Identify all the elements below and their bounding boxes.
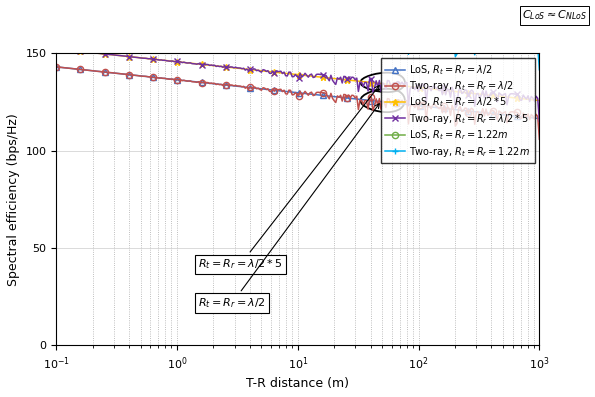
LoS, $R_t=R_r=\lambda/2*5$ <box>536 98 543 103</box>
Two-ray, $R_t=R_r=\lambda/2$ <box>339 99 346 104</box>
Two-ray, $R_t=R_r=\lambda/2*5$ <box>460 90 467 95</box>
LoS, $R_t=R_r=\lambda/2$ <box>460 108 467 113</box>
LoS, $R_t=R_r=1.22m$ <box>339 25 346 30</box>
Two-ray, $R_t=R_r=\lambda/2$ <box>54 65 61 69</box>
LoS, $R_t=R_r=\lambda/2$ <box>490 112 497 116</box>
Two-ray, $R_t=R_r=1.22m$ <box>340 23 347 27</box>
Line: Two-ray, $R_t=R_r=\lambda/2$: Two-ray, $R_t=R_r=\lambda/2$ <box>53 64 543 143</box>
LoS, $R_t=R_r=\lambda/2$ <box>54 65 61 69</box>
LoS, $R_t=R_r=1.22m$ <box>460 39 467 43</box>
Line: LoS, $R_t=R_r=\lambda/2$: LoS, $R_t=R_r=\lambda/2$ <box>53 64 543 122</box>
X-axis label: T-R distance (m): T-R distance (m) <box>246 377 349 390</box>
LoS, $R_t=R_r=\lambda/2$ <box>348 96 355 101</box>
LoS, $R_t=R_r=\lambda/2*5$ <box>348 78 355 83</box>
LoS, $R_t=R_r=\lambda/2*5$ <box>54 46 61 51</box>
Two-ray, $R_t=R_r=\lambda/2$ <box>340 92 347 97</box>
Two-ray, $R_t=R_r=\lambda/2*5$ <box>52 46 60 51</box>
Two-ray, $R_t=R_r=\lambda/2$ <box>348 93 355 98</box>
LoS, $R_t=R_r=\lambda/2$ <box>340 95 347 100</box>
Two-ray, $R_t=R_r=1.22m$ <box>490 39 497 44</box>
Two-ray, $R_t=R_r=1.22m$ <box>460 39 467 44</box>
LoS, $R_t=R_r=\lambda/2*5$ <box>460 90 467 95</box>
LoS, $R_t=R_r=\lambda/2$ <box>339 95 346 100</box>
Two-ray, $R_t=R_r=\lambda/2*5$ <box>490 91 497 96</box>
Two-ray, $R_t=R_r=1.22m$ <box>536 67 543 72</box>
LoS, $R_t=R_r=1.22m$ <box>340 26 347 31</box>
Two-ray, $R_t=R_r=\lambda/2*5$ <box>339 81 346 85</box>
Two-ray, $R_t=R_r=\lambda/2$ <box>490 109 497 114</box>
Two-ray, $R_t=R_r=\lambda/2*5$ <box>536 119 543 123</box>
Line: Two-ray, $R_t=R_r=1.22m$: Two-ray, $R_t=R_r=1.22m$ <box>53 0 543 73</box>
LoS, $R_t=R_r=\lambda/2*5$ <box>340 77 347 82</box>
Two-ray, $R_t=R_r=\lambda/2$ <box>460 108 467 113</box>
Text: $R_t = R_r = \lambda/2$: $R_t = R_r = \lambda/2$ <box>198 104 379 310</box>
Two-ray, $R_t=R_r=1.22m$ <box>339 29 346 34</box>
Text: $C_{LoS} \approx C_{NLoS}$: $C_{LoS} \approx C_{NLoS}$ <box>522 9 587 22</box>
LoS, $R_t=R_r=\lambda/2*5$ <box>490 93 497 98</box>
Two-ray, $R_t=R_r=1.22m$ <box>348 23 355 28</box>
LoS, $R_t=R_r=\lambda/2*5$ <box>339 77 346 82</box>
Two-ray, $R_t=R_r=\lambda/2$ <box>52 64 60 69</box>
Text: $R_t = R_r = 1.22m$: $R_t = R_r = 1.22m$ <box>0 396 1 397</box>
LoS, $R_t=R_r=\lambda/2$ <box>536 116 543 121</box>
Two-ray, $R_t=R_r=\lambda/2*5$ <box>54 46 61 51</box>
Legend: LoS, $R_t=R_r=\lambda/2$, Two-ray, $R_t=R_r=\lambda/2$, LoS, $R_t=R_r=\lambda/2*: LoS, $R_t=R_r=\lambda/2$, Two-ray, $R_t=… <box>381 58 534 164</box>
Two-ray, $R_t=R_r=\lambda/2*5$ <box>348 75 355 79</box>
Line: LoS, $R_t=R_r=\lambda/2*5$: LoS, $R_t=R_r=\lambda/2*5$ <box>53 46 543 104</box>
Two-ray, $R_t=R_r=\lambda/2$ <box>536 137 543 142</box>
LoS, $R_t=R_r=\lambda/2*5$ <box>52 46 60 51</box>
Line: LoS, $R_t=R_r=1.22m$: LoS, $R_t=R_r=1.22m$ <box>53 0 543 52</box>
Text: $R_t = R_r = \lambda/2*5$: $R_t = R_r = \lambda/2*5$ <box>198 86 379 271</box>
LoS, $R_t=R_r=1.22m$ <box>348 27 355 31</box>
LoS, $R_t=R_r=\lambda/2$ <box>52 64 60 69</box>
Y-axis label: Spectral efficiency (bps/Hz): Spectral efficiency (bps/Hz) <box>7 113 20 285</box>
LoS, $R_t=R_r=1.22m$ <box>536 47 543 52</box>
LoS, $R_t=R_r=1.22m$ <box>490 42 497 46</box>
Two-ray, $R_t=R_r=\lambda/2*5$ <box>340 74 347 79</box>
Line: Two-ray, $R_t=R_r=\lambda/2*5$: Two-ray, $R_t=R_r=\lambda/2*5$ <box>53 46 543 124</box>
